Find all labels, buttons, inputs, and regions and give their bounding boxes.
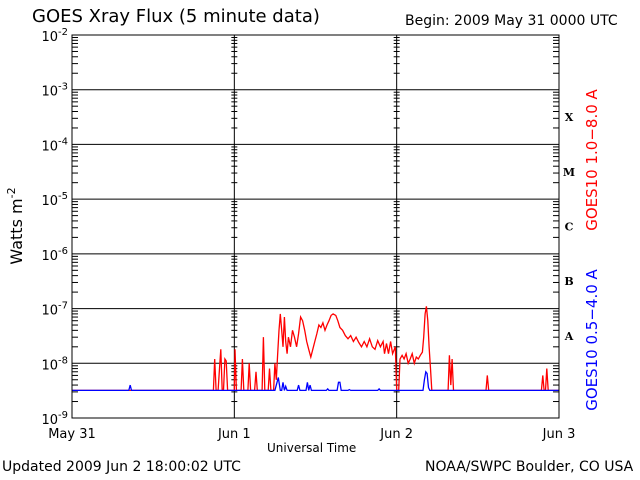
x-tick-labels: May 31 Jun 1 Jun 2 Jun 3 — [48, 427, 575, 442]
flare-class-label: B — [564, 275, 573, 288]
flare-class-label: A — [564, 330, 574, 343]
x-tick-label: Jun 2 — [379, 427, 413, 442]
grid-lines — [72, 34, 559, 419]
series-line — [72, 306, 559, 392]
legend-goes10-short: GOES10 0.5−4.0 A — [583, 268, 601, 410]
y-axis-label: Watts m-2 — [5, 187, 26, 264]
y-tick-label: 10-8 — [41, 355, 68, 373]
data-series — [72, 306, 559, 392]
flare-class-label: X — [565, 111, 574, 124]
y-tick-label: 10-6 — [41, 246, 68, 264]
flare-class-label: C — [565, 221, 574, 234]
flare-class-label: M — [563, 166, 575, 179]
chart-title: GOES Xray Flux (5 minute data) — [32, 6, 320, 27]
y-tick-label: 10-2 — [41, 27, 68, 45]
y-tick-label: 10-4 — [41, 136, 68, 154]
y-tick-label: 10-5 — [41, 191, 68, 209]
y-tick-label: 10-9 — [41, 410, 68, 428]
begin-time-label: Begin: 2009 May 31 0000 UTC — [405, 13, 618, 29]
y-tick-label: 10-3 — [41, 82, 68, 100]
y-tick-label: 10-7 — [41, 301, 68, 319]
y-tick-labels: 10-9 10-8 10-7 10-6 10-5 10-4 10-3 10-2 — [41, 27, 68, 428]
series-line — [72, 370, 559, 392]
updated-timestamp: Updated 2009 Jun 2 18:00:02 UTC — [2, 459, 241, 475]
credit-label: NOAA/SWPC Boulder, CO USA — [425, 459, 634, 475]
x-tick-label: May 31 — [48, 427, 96, 442]
x-tick-label: Jun 1 — [217, 427, 251, 442]
x-tick-label: Jun 3 — [542, 427, 576, 442]
flare-class-labels: A B C M X — [563, 111, 575, 343]
x-axis-title: Universal Time — [267, 441, 357, 455]
plot-frame — [71, 34, 560, 419]
legend-goes10-long: GOES10 1.0−8.0 A — [583, 88, 601, 230]
